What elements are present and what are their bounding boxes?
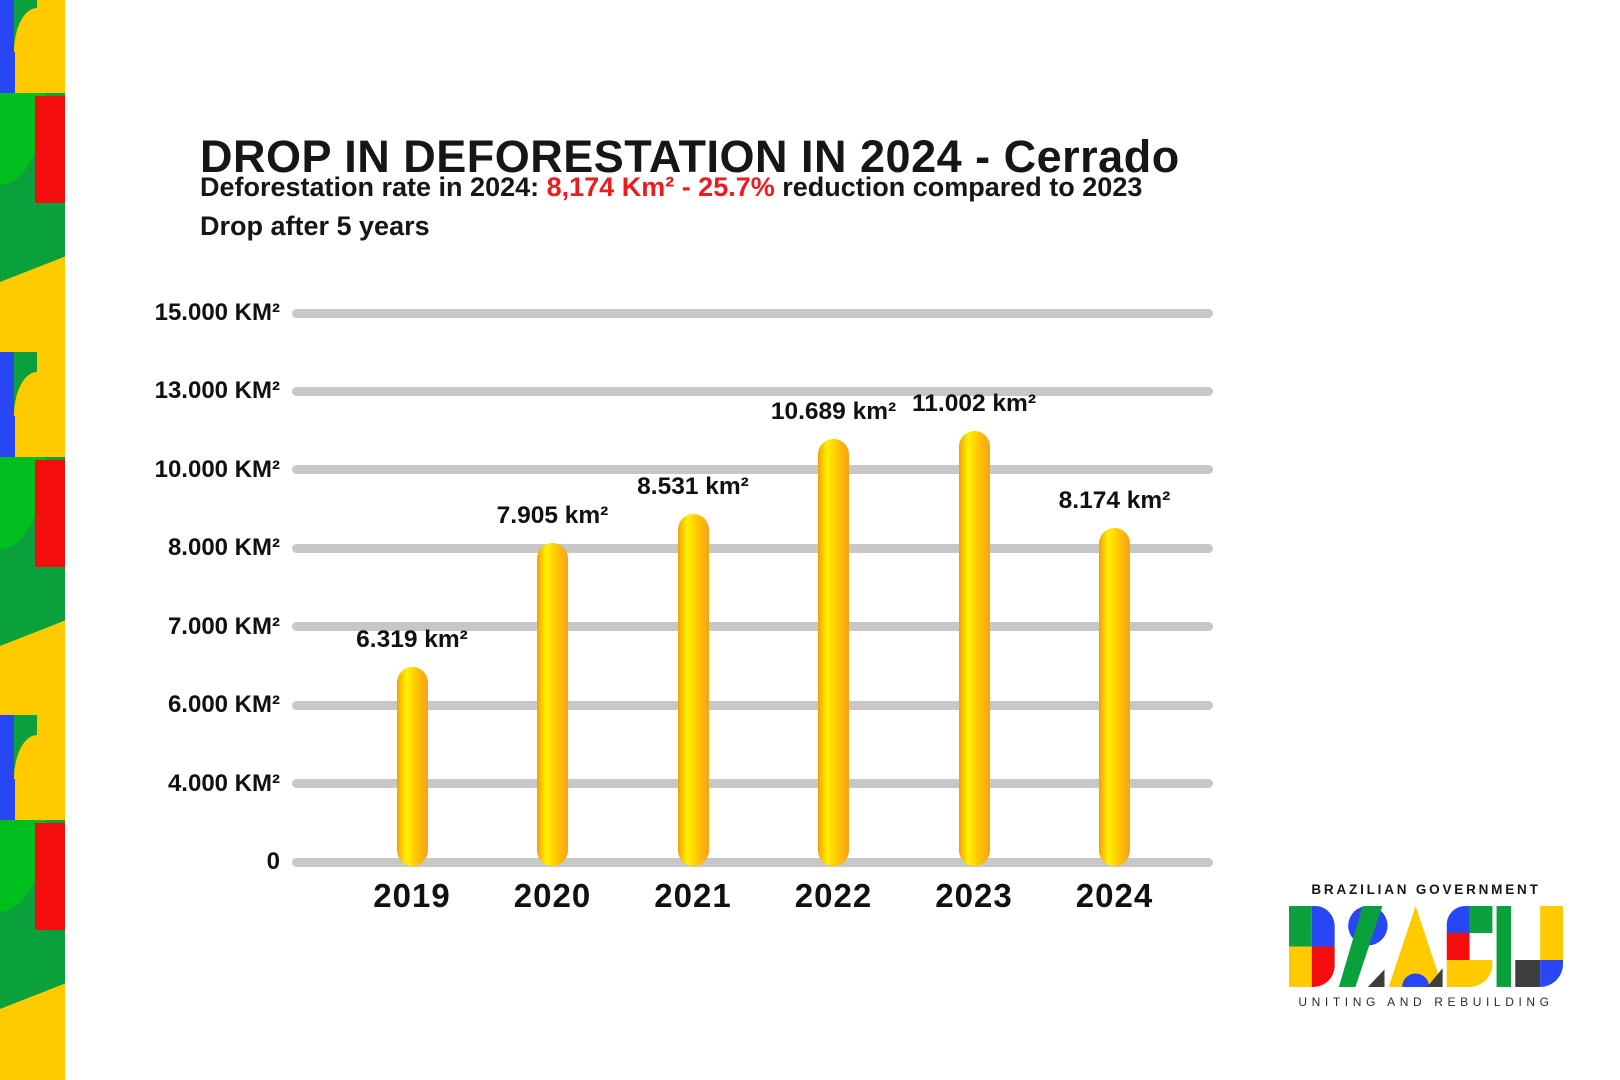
logo-letter-b	[1289, 906, 1335, 987]
bar-2020	[537, 542, 568, 866]
logo-letter-a	[1388, 906, 1443, 987]
flag-blue-bar	[0, 715, 15, 820]
gridline	[292, 700, 1213, 710]
gridline	[292, 857, 1213, 867]
y-tick-label: 6.000 KM²	[167, 691, 280, 719]
bar-2022	[818, 438, 849, 866]
flag-green-lower	[0, 923, 65, 980]
flag-red-block	[35, 96, 65, 203]
bar-value-label: 7.905 km²	[496, 501, 609, 529]
gridline	[292, 308, 1213, 318]
government-tagline: UNITING AND REBUILDING	[1298, 995, 1554, 1009]
flag-blue-bar	[0, 352, 15, 457]
x-tick-label: 2020	[513, 877, 592, 914]
subtitle: Deforestation rate in 2024: 8,174 Km² - …	[200, 168, 1400, 206]
bar-2019	[396, 667, 428, 866]
subtitle-prefix: Deforestation rate in 2024:	[200, 172, 547, 202]
y-tick-label: 13.000 KM²	[154, 377, 280, 405]
logo-letter-s	[1446, 906, 1493, 987]
flag-red-block	[35, 823, 65, 930]
y-tick-label: 10.000 KM²	[154, 455, 280, 483]
logo-letter-i	[1496, 906, 1512, 987]
y-tick-label: 0	[266, 848, 280, 875]
y-tick-label: 8.000 KM²	[167, 534, 280, 562]
bar-value-label: 11.002 km²	[912, 389, 1036, 417]
flag-pattern-strip	[0, 0, 65, 1080]
subtitle-suffix: reduction compared to 2023	[774, 172, 1143, 202]
gridline	[292, 543, 1213, 553]
flag-red-block	[35, 460, 65, 567]
y-tick-label: 15.000 KM²	[154, 299, 280, 326]
brazilian-government-logo: BRAZILIAN GOVERNMENT	[1289, 882, 1563, 1009]
y-tick-label: 7.000 KM²	[167, 612, 280, 640]
brasil-wordmark-icon	[1289, 906, 1563, 987]
gridline	[292, 779, 1213, 789]
flag-green-lower	[0, 196, 65, 253]
flag-green-lower	[0, 560, 65, 617]
government-label: BRAZILIAN GOVERNMENT	[1311, 882, 1541, 897]
x-tick-label: 2022	[794, 877, 873, 914]
flag-blue-bar	[0, 0, 15, 93]
bar-value-label: 8.531 km²	[637, 473, 749, 501]
bar-value-label: 10.689 km²	[770, 397, 897, 425]
bar-2021	[677, 514, 709, 866]
bar-value-label: 6.319 km²	[356, 626, 468, 654]
bar-value-label: 8.174 km²	[1058, 487, 1171, 515]
bar-2023	[958, 430, 990, 866]
gridline	[292, 465, 1213, 475]
gridline	[292, 622, 1213, 632]
x-tick-label: 2021	[654, 877, 732, 914]
x-tick-label: 2023	[935, 877, 1013, 914]
logo-letter-r	[1338, 906, 1388, 987]
logo-letter-l	[1515, 906, 1563, 987]
subtitle-line2: Drop after 5 years	[200, 211, 430, 241]
bar-2024	[1099, 528, 1130, 866]
x-tick-label: 2024	[1075, 877, 1154, 914]
x-tick-label: 2019	[373, 877, 451, 914]
y-tick-label: 4.000 KM²	[167, 769, 280, 797]
page-title: DROP IN DEFORESTATION IN 2024 - Cerrado	[200, 131, 1180, 183]
subtitle-highlight: 8,174 Km² - 25.7%	[546, 172, 775, 202]
gridline	[292, 386, 1213, 396]
